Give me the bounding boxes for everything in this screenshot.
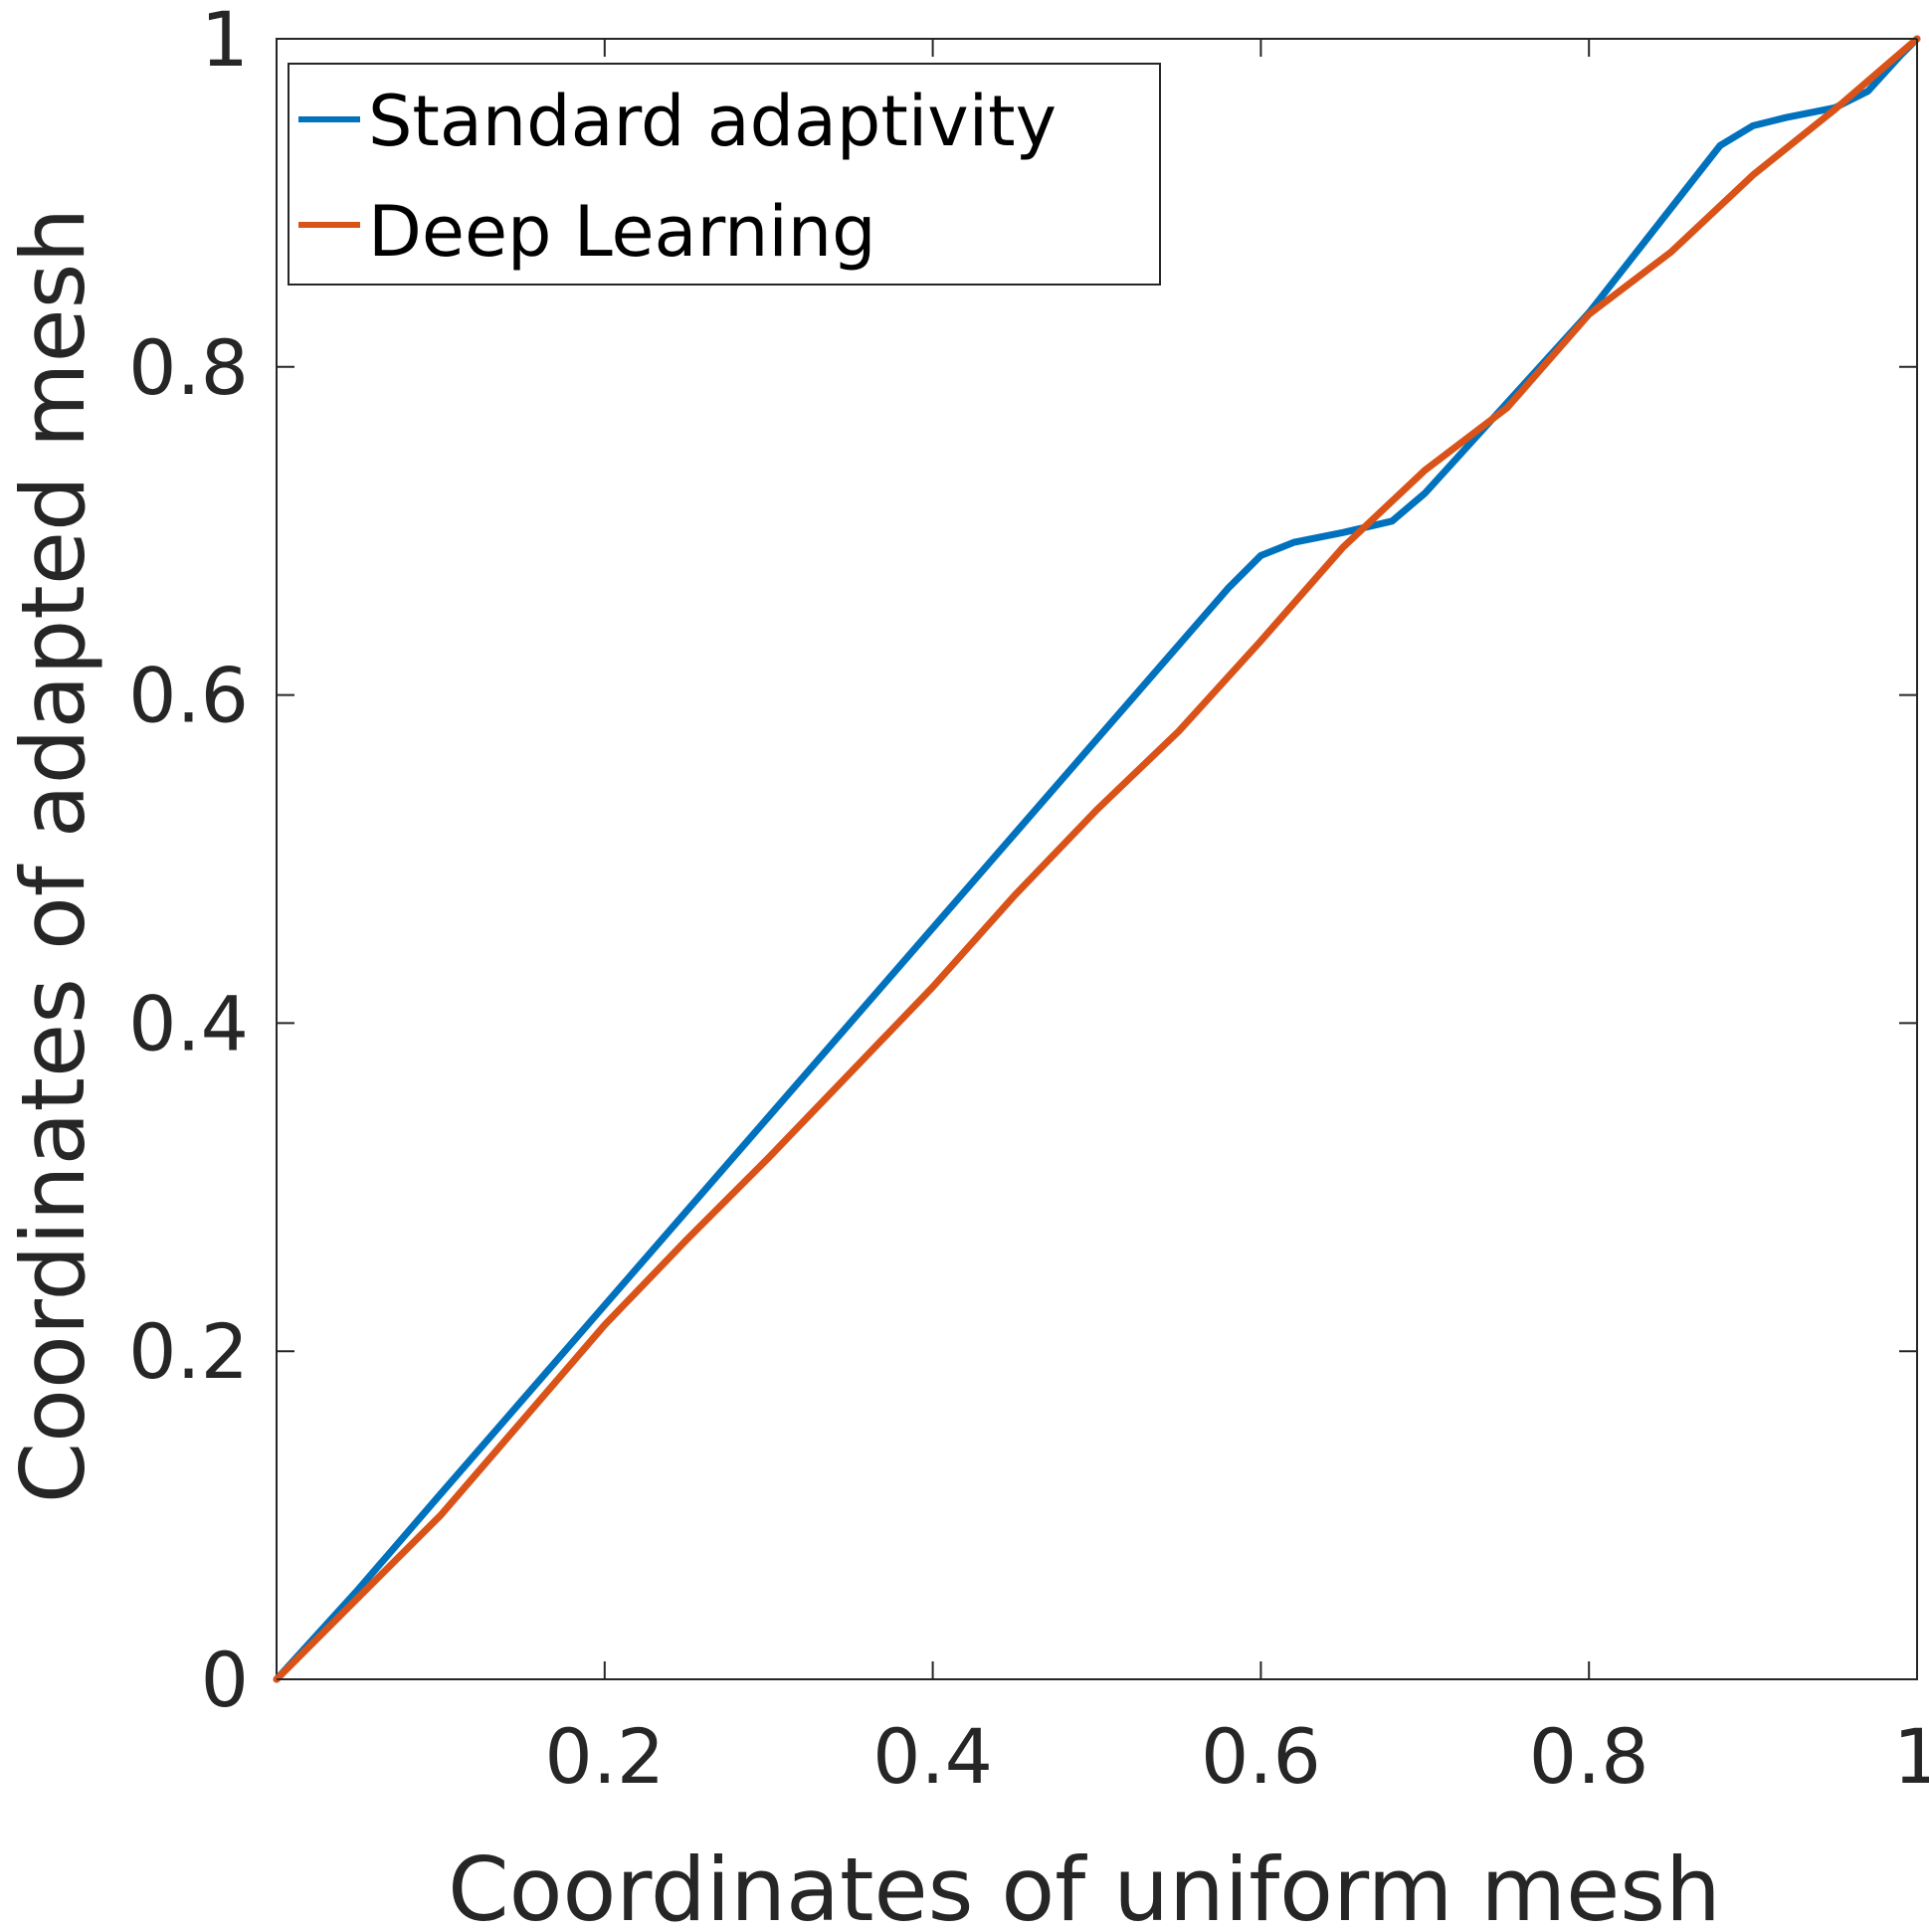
y-tick-label: 0.6	[128, 652, 249, 740]
y-tick-label: 0.8	[128, 323, 249, 412]
x-tick-label: 0.6	[1201, 1712, 1321, 1801]
axis-ticks: 0.2 0.4 0.6 0.8 1 0 0.2 0.4 0.6 0.8 1	[128, 0, 1929, 1801]
y-tick-label: 0.4	[128, 979, 249, 1067]
legend: Standard adaptivity Deep Learning	[288, 63, 1161, 286]
plot-area	[276, 38, 1918, 1680]
legend-label-deep-learning: Deep Learning	[368, 191, 876, 273]
y-tick-label: 0	[201, 1636, 249, 1724]
y-tick-label: 0.2	[128, 1307, 249, 1396]
x-tick-label: 0.4	[872, 1712, 993, 1801]
x-tick-label: 0.2	[544, 1712, 665, 1801]
axes-box	[276, 38, 1918, 1680]
legend-label-standard-adaptivity: Standard adaptivity	[368, 81, 1057, 162]
x-axis-title: Coordinates of uniform mesh	[448, 1838, 1721, 1932]
series-layer	[273, 35, 1921, 1683]
x-tick-label: 0.8	[1529, 1712, 1649, 1801]
series-line-deep-learning	[273, 35, 1921, 1683]
series-line-standard-adaptivity	[273, 35, 1921, 1683]
y-axis-title: Coordinates of adapted mesh	[2, 208, 104, 1504]
legend-box	[288, 63, 1161, 286]
y-tick-label: 1	[201, 0, 249, 84]
x-tick-label: 1	[1893, 1712, 1929, 1801]
